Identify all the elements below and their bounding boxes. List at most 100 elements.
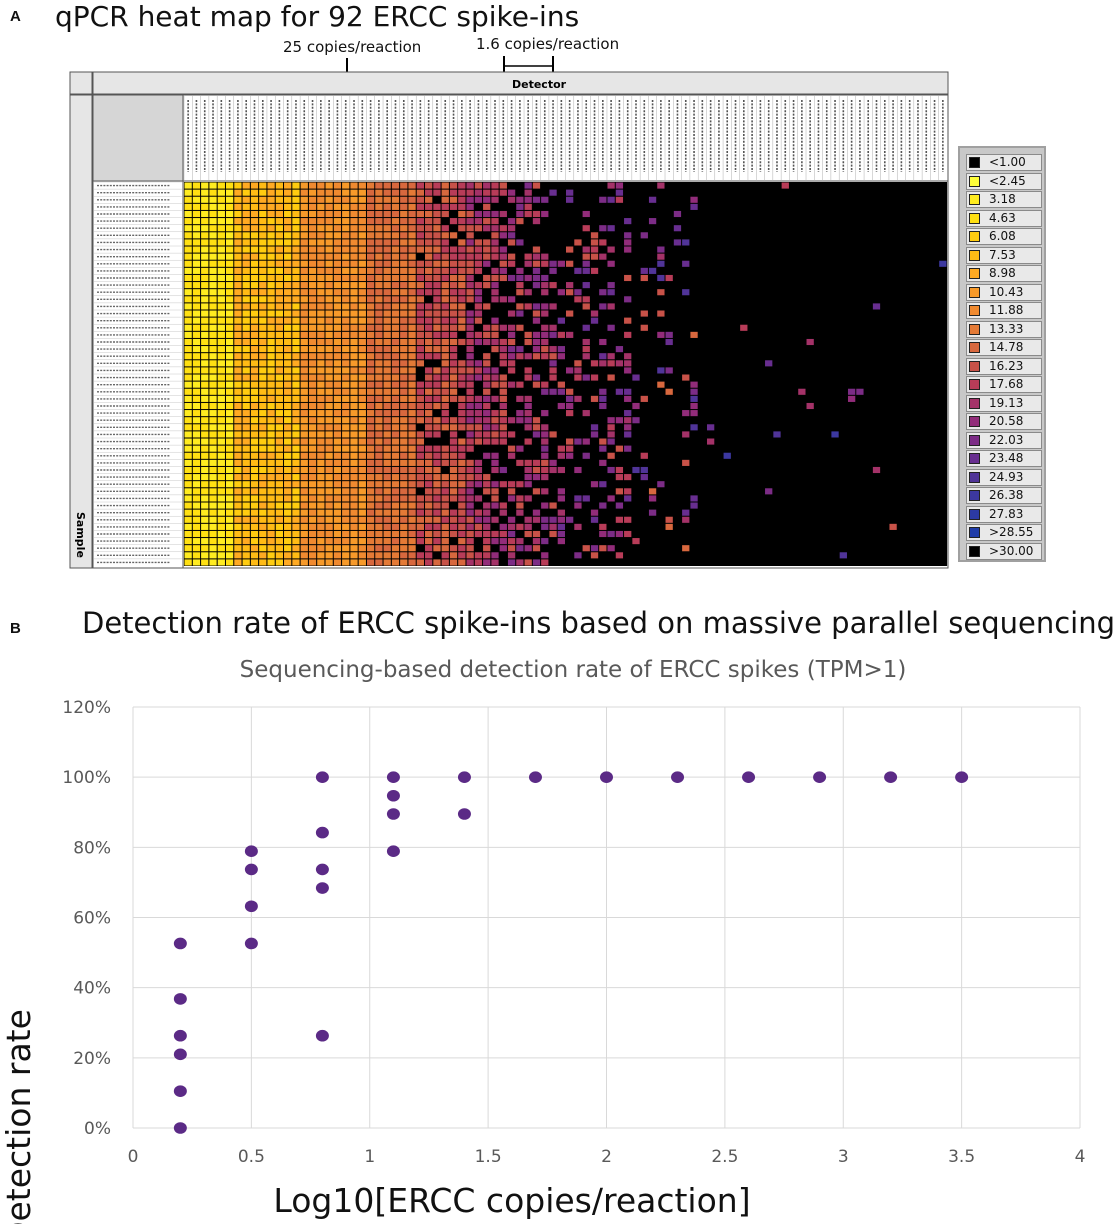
panel-b-title: Detection rate of ERCC spike-ins based o…	[82, 606, 1116, 640]
data-point	[315, 882, 329, 894]
data-point	[386, 789, 400, 802]
legend-label: <1.00	[989, 155, 1026, 169]
panel-a-title: qPCR heat map for 92 ERCC spike-ins	[55, 0, 580, 33]
legend-swatch	[969, 490, 980, 501]
data-point	[457, 771, 471, 783]
legend-swatch	[969, 360, 980, 372]
legend-label: <2.45	[989, 173, 1026, 188]
x-tick-label: 3.5	[948, 1147, 975, 1167]
legend-entry: 19.13	[966, 394, 1042, 412]
legend-swatch	[969, 545, 980, 557]
data-point	[386, 808, 400, 820]
legend-entry: 7.53	[966, 246, 1042, 264]
legend-entry: 23.48	[966, 450, 1042, 467]
legend-label: 20.58	[989, 414, 1024, 428]
legend-entry: 13.33	[966, 320, 1042, 338]
data-point	[813, 771, 827, 783]
legend-swatch	[969, 508, 980, 520]
y-tick-label: 60%	[73, 909, 111, 929]
y-tick-label: 20%	[73, 1049, 111, 1069]
chart-points	[173, 771, 969, 1134]
x-tick-label: 1	[364, 1147, 375, 1167]
heatmap-cells	[183, 182, 948, 566]
data-point	[244, 900, 258, 913]
data-point	[457, 808, 471, 820]
legend-entry: 11.88	[966, 302, 1042, 319]
x-tick-label: 3	[838, 1147, 849, 1167]
legend-label: 6.08	[989, 229, 1016, 243]
data-point	[244, 863, 258, 876]
x-tick-label: 2.5	[711, 1147, 738, 1167]
legend-entry: 22.03	[966, 431, 1042, 449]
legend-label: 23.48	[989, 451, 1024, 465]
legend-label: 8.98	[989, 266, 1016, 280]
legend-label: 13.33	[989, 321, 1024, 336]
sample-label-column	[92, 180, 184, 569]
legend-swatch	[969, 527, 980, 538]
data-point	[528, 771, 542, 783]
legend-entry: 10.43	[966, 283, 1042, 301]
scatter-chart: 0%20%40%60%80%100%120%0 0.5 1 1.5 2 2.5 3 3.5 4 …	[0, 698, 1085, 1224]
sample-header-column	[69, 94, 93, 569]
data-point	[742, 771, 756, 783]
chart-title: Sequencing-based detection rate of ERCC …	[239, 657, 907, 683]
data-point	[955, 771, 969, 783]
data-point	[315, 771, 329, 783]
legend-entry: 16.23	[966, 357, 1042, 375]
legend-label: 3.18	[989, 192, 1016, 206]
chart-gridlines	[132, 706, 1081, 1129]
legend-entry: 27.83	[966, 505, 1042, 523]
data-point	[173, 1029, 187, 1042]
x-tick-label: 0.5	[238, 1147, 265, 1167]
data-point	[884, 771, 898, 783]
legend-entry: 6.08	[966, 228, 1042, 245]
y-tick-label: 40%	[73, 979, 111, 999]
data-point	[386, 771, 400, 783]
sample-label: Sample	[74, 512, 87, 558]
data-point	[315, 826, 329, 839]
legend-swatch	[969, 342, 980, 353]
legend-label: 26.38	[989, 488, 1024, 502]
detector-label: Detector	[512, 78, 567, 91]
legend-label: >30.00	[989, 543, 1034, 558]
legend-label: 10.43	[989, 284, 1024, 299]
legend-entry: 26.38	[966, 487, 1042, 504]
legend-swatch	[969, 305, 980, 316]
legend-entry: <2.45	[966, 172, 1042, 190]
annotation-25-copies: 25 copies/reaction	[283, 38, 422, 56]
legend-swatch	[969, 157, 980, 168]
legend-swatch	[969, 323, 980, 335]
annotation-1-6-copies: 1.6 copies/reaction	[476, 35, 620, 53]
y-tick-label: 0%	[84, 1119, 111, 1139]
y-axis-title: Detection rate	[0, 1009, 38, 1224]
legend-label: 7.53	[989, 247, 1016, 262]
legend-entry: <1.00	[966, 154, 1042, 171]
panel-b-letter: B	[10, 620, 21, 637]
panel-a-letter: A	[10, 8, 21, 25]
legend-swatch	[969, 434, 980, 446]
legend-swatch	[969, 471, 980, 483]
legend-swatch	[969, 212, 980, 224]
chart-ticks: 0% 20% 40% 60% 80% 100% 120% 0 0.5 1 1.5 2 2.5 3 3.5 4	[62, 698, 1085, 1167]
legend-label: >28.55	[989, 525, 1034, 539]
legend-swatch	[969, 249, 980, 261]
x-axis-title: Log10[ERCC copies/reaction]	[273, 1181, 750, 1220]
legend-swatch	[969, 175, 980, 187]
y-tick-label: 100%	[62, 768, 111, 788]
legend-swatch	[969, 397, 980, 409]
legend-label: 17.68	[989, 377, 1024, 391]
legend-swatch	[969, 231, 980, 242]
data-point	[671, 771, 685, 783]
legend-entry: 8.98	[966, 265, 1042, 282]
legend-entry: >28.55	[966, 524, 1042, 541]
data-point	[386, 845, 400, 857]
legend-label: 24.93	[989, 469, 1024, 484]
y-tick-label: 80%	[73, 838, 111, 858]
x-tick-label: 2	[601, 1147, 612, 1167]
legend-swatch	[969, 268, 980, 279]
data-point	[315, 863, 329, 876]
y-tick-label: 120%	[62, 698, 111, 718]
legend-label: 4.63	[989, 210, 1016, 225]
legend-entry: >30.00	[966, 542, 1042, 560]
data-point	[244, 845, 258, 857]
